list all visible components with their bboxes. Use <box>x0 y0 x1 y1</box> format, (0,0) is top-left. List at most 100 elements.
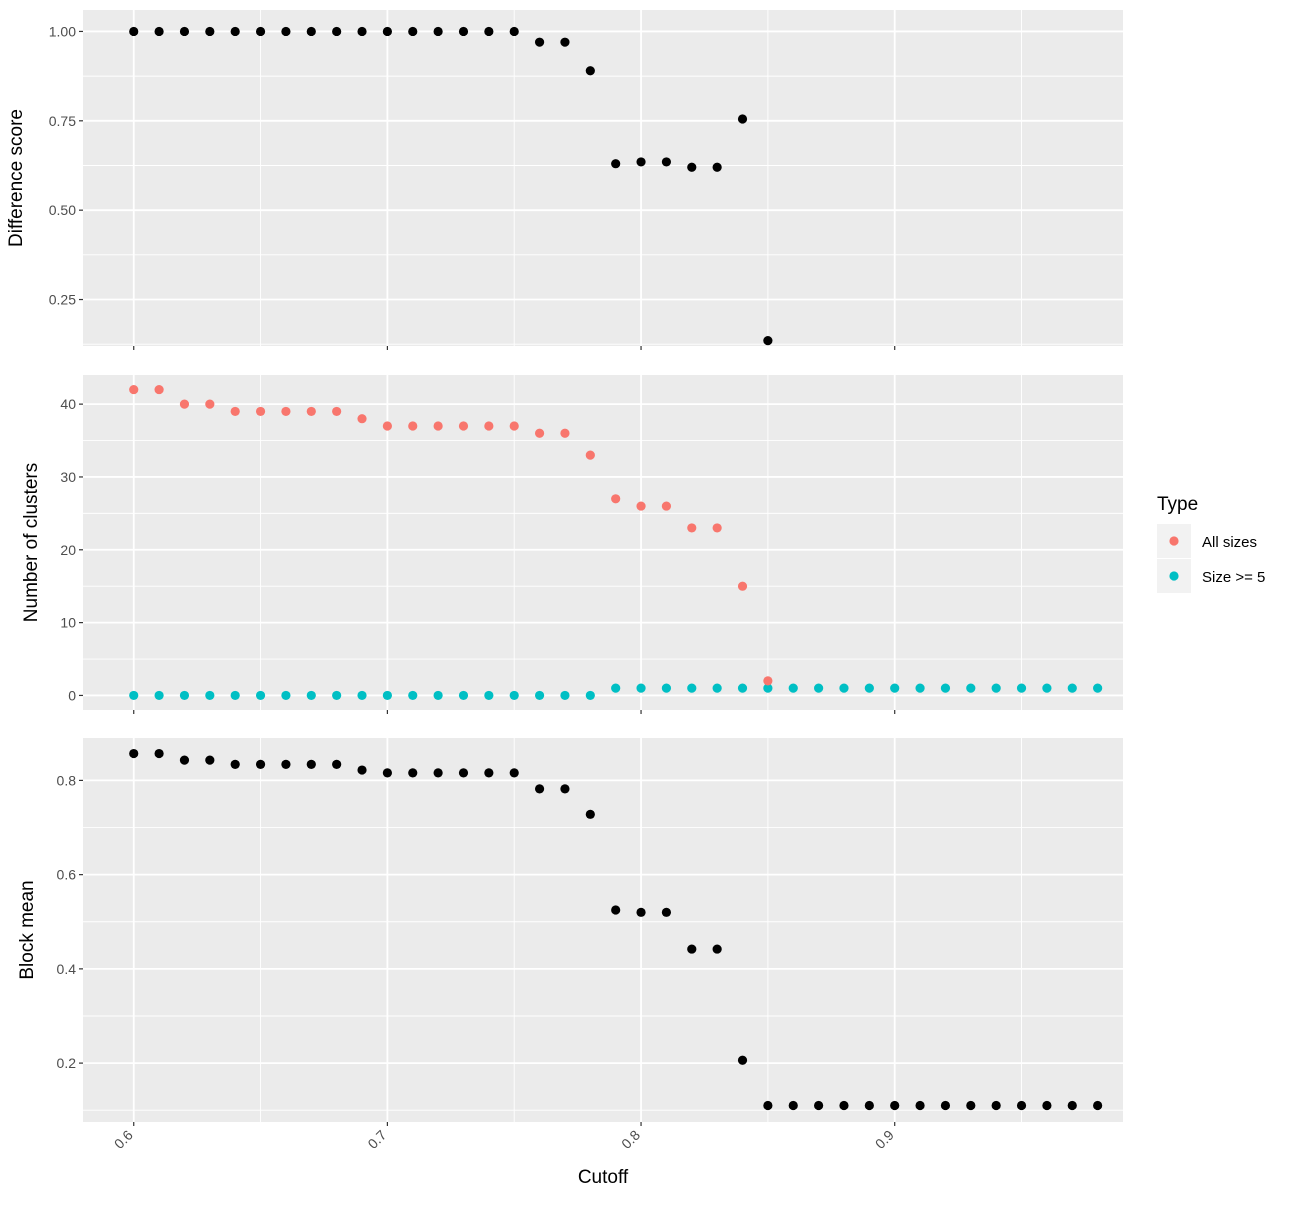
data-point <box>484 690 494 701</box>
data-point <box>154 748 164 759</box>
panels: 0.25 0.50 0.75 1.00 Difference score 0 10 20 30 4… <box>6 10 1123 1152</box>
data-point <box>484 421 494 431</box>
data-point <box>357 414 367 424</box>
legend-label: All sizes <box>1202 534 1257 551</box>
y-tick-label: 40 <box>60 396 76 412</box>
series-points <box>129 748 1103 1111</box>
data-point <box>534 784 545 794</box>
panel-middle: 0 10 20 30 40 Number of clusters <box>21 375 1123 714</box>
data-point <box>712 683 722 693</box>
data-point <box>205 755 215 765</box>
data-point <box>661 907 672 917</box>
x-tick-label: 0.6 <box>111 1127 136 1152</box>
data-point <box>991 1100 1001 1111</box>
y-tick-label: 0 <box>68 687 76 703</box>
panel-background <box>83 738 1123 1122</box>
y-tick-label: 0.4 <box>57 961 77 977</box>
data-point <box>585 66 595 76</box>
data-point <box>484 768 494 778</box>
data-point <box>458 421 469 431</box>
data-point <box>788 683 798 693</box>
legend-title: Type <box>1157 494 1198 515</box>
data-point <box>1093 1100 1103 1111</box>
data-point <box>940 1100 951 1111</box>
data-point <box>1067 683 1077 693</box>
data-point <box>129 26 139 37</box>
x-axis-title: Cutoff <box>578 1167 629 1188</box>
panel-background <box>83 10 1123 346</box>
data-point <box>357 690 367 701</box>
y-axis-title: Block mean <box>17 880 38 979</box>
y-tick-label: 10 <box>60 615 76 631</box>
data-point <box>509 690 519 701</box>
data-point <box>509 421 519 431</box>
y-tick-label: 0.50 <box>49 202 76 218</box>
y-tick-label: 0.2 <box>57 1055 77 1071</box>
data-point <box>205 690 215 701</box>
data-point <box>636 907 646 917</box>
data-point <box>129 690 139 701</box>
data-point <box>408 26 418 37</box>
data-point <box>814 683 824 693</box>
x-tick-label: 0.8 <box>618 1127 643 1152</box>
data-point <box>560 37 570 47</box>
data-point <box>1042 683 1052 693</box>
series-all-sizes <box>129 384 773 686</box>
y-axis-title: Number of clusters <box>21 463 42 622</box>
series-size-5 <box>129 683 1103 701</box>
x-tick-label: 0.7 <box>364 1127 389 1152</box>
data-point <box>737 683 748 693</box>
data-point <box>890 1100 900 1111</box>
data-point <box>230 690 240 701</box>
data-point <box>281 26 291 37</box>
data-point <box>864 1100 874 1111</box>
data-point <box>687 683 697 693</box>
data-point <box>940 683 951 693</box>
data-point <box>737 114 748 124</box>
data-point <box>636 157 646 167</box>
data-point <box>154 690 164 701</box>
data-point <box>255 26 266 37</box>
y-tick-label: 0.75 <box>49 113 76 129</box>
data-point <box>991 683 1001 693</box>
data-point <box>129 748 139 759</box>
data-point <box>433 26 443 37</box>
data-point <box>661 501 672 511</box>
data-point <box>433 768 443 778</box>
panel-bottom: 0.2 0.4 0.6 0.8 0.6 0.7 0.8 0.9 Block mean <box>17 738 1123 1152</box>
data-point <box>534 690 545 701</box>
data-point <box>154 26 164 37</box>
data-point <box>864 683 874 693</box>
data-point <box>763 1100 773 1111</box>
data-point <box>230 759 240 769</box>
data-point <box>306 759 316 769</box>
data-point <box>332 690 342 701</box>
legend-label: Size >= 5 <box>1202 569 1265 586</box>
data-point <box>179 26 190 37</box>
data-point <box>408 768 418 778</box>
legend-swatch <box>1169 536 1179 546</box>
data-point <box>611 905 621 915</box>
legend: Type All sizes Size >= 5 <box>1157 494 1265 593</box>
data-point <box>179 690 190 701</box>
data-point <box>332 406 342 417</box>
y-tick-label: 1.00 <box>49 23 76 39</box>
data-point <box>332 26 342 37</box>
data-point <box>306 26 316 37</box>
y-tick-label: 30 <box>60 469 76 485</box>
data-point <box>890 683 900 693</box>
data-point <box>636 501 646 511</box>
data-point <box>737 1055 748 1065</box>
data-point <box>585 809 595 819</box>
data-point <box>509 26 519 37</box>
data-point <box>788 1100 798 1111</box>
data-point <box>332 759 342 769</box>
data-point <box>839 683 849 693</box>
data-point <box>636 683 646 693</box>
data-point <box>585 450 595 460</box>
data-point <box>281 759 291 769</box>
y-tick-label: 0.25 <box>49 292 76 308</box>
y-tick-label: 0.8 <box>57 772 77 788</box>
panel-background <box>83 375 1123 710</box>
